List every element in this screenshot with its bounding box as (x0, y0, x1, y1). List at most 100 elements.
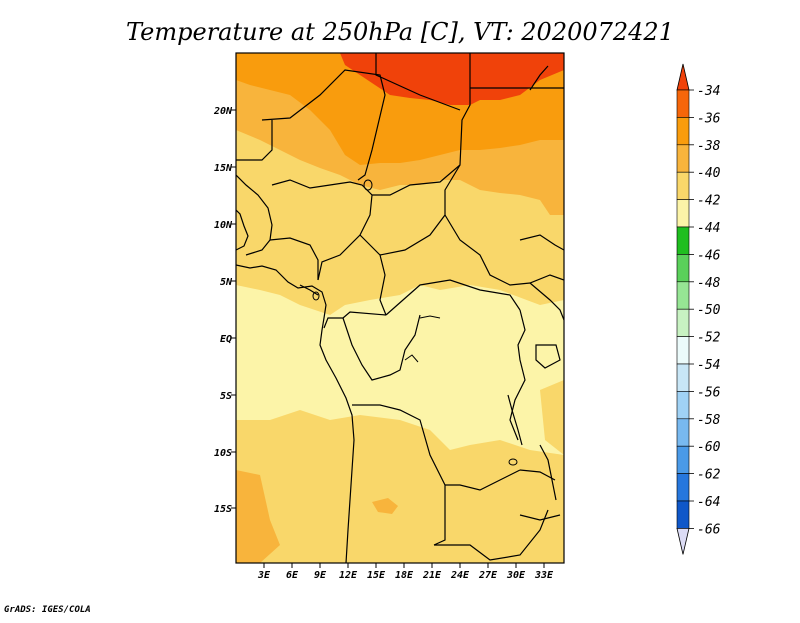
island-bioko (312, 291, 320, 301)
map-title: Temperature at 250hPa [C], VT: 202007242… (126, 18, 674, 46)
lake-chad (363, 179, 373, 191)
lake-malawi (539, 444, 557, 501)
lat-axis: 20N 15N 10N 5N EQ 5S 10S 15S (213, 106, 236, 515)
colorbar-label: -36 (697, 111, 721, 126)
colorbar-segment (676, 226, 690, 255)
lon-label: 15E (367, 570, 386, 581)
colorbar-segment (676, 308, 690, 337)
border-niger (261, 69, 386, 181)
temperature-field (236, 53, 564, 563)
lon-label: 24E (450, 570, 470, 581)
lon-label: 6E (286, 570, 299, 581)
coastline-west (236, 264, 355, 563)
lon-label: 9E (314, 570, 327, 581)
colorbar-label: -52 (697, 331, 721, 346)
border-namibia-botswana (434, 509, 549, 561)
border-cameroon (359, 234, 387, 316)
border-great-lakes (509, 309, 526, 441)
lon-axis: 3E 6E 9E 12E 15E 18E 21E 24E 27E 30E 33E (257, 563, 554, 581)
lon-label: 3E (257, 570, 271, 581)
border-mali (236, 120, 273, 161)
coastline-red-sea (529, 65, 549, 91)
colorbar: -34 -36 -38 -40 -42 -44 -46 -48 -50 -52 -54 -56 -58 -… (676, 63, 721, 555)
band-38-40-sw (236, 470, 280, 563)
colorbar-label: -62 (697, 468, 721, 483)
colorbar-label: -60 (697, 440, 721, 455)
map-frame (235, 52, 565, 564)
colorbar-segment (676, 363, 690, 392)
colorbar-segment (676, 473, 690, 502)
colorbar-label: -40 (697, 166, 721, 181)
lon-label: 27E (478, 570, 498, 581)
colorbar-label: -46 (697, 248, 721, 263)
colorbar-segment (676, 281, 690, 310)
lat-label: 15N (214, 163, 233, 174)
small-features (312, 179, 518, 466)
coastline-gulf (299, 284, 319, 296)
border-sudan (444, 214, 564, 286)
river-segment (419, 315, 441, 319)
lake-segment (404, 354, 419, 363)
colorbar-label: -56 (697, 385, 721, 400)
lat-label: EQ (220, 334, 232, 345)
border-west-africa (236, 174, 273, 256)
colorbar-segment (676, 144, 690, 173)
warm-spot-south (372, 498, 398, 514)
colorbar-label: -64 (697, 495, 720, 510)
colorbar-label: -44 (697, 221, 720, 236)
colorbar-label: -66 (697, 522, 721, 537)
grads-credit: GrADS: IGES/COLA (4, 605, 91, 615)
lat-label: 10N (214, 220, 233, 231)
border-angola-drc (352, 404, 446, 546)
colorbar-top-arrow (676, 63, 690, 91)
colorbar-segment (676, 336, 690, 365)
border-car-south (385, 279, 521, 316)
colorbar-segment (676, 89, 690, 118)
band-40-42-south (236, 410, 564, 563)
coastline-nw (236, 209, 249, 251)
lon-label: 33E (534, 570, 554, 581)
colorbar-label: -42 (697, 194, 721, 209)
lake-small (508, 458, 518, 466)
colorbar-label: -48 (697, 276, 721, 291)
colorbar-segment (676, 391, 690, 420)
colorbar-label: -50 (697, 303, 721, 318)
lon-label: 12E (339, 570, 358, 581)
lat-label: 5N (220, 277, 233, 288)
lat-label: 5S (220, 391, 232, 402)
colorbar-segment (676, 117, 690, 146)
colorbar-segment (676, 418, 690, 447)
colorbar-segment (676, 254, 690, 283)
colorbar-label: -34 (697, 84, 720, 99)
border-zambia (445, 469, 521, 491)
lat-label: 20N (213, 106, 233, 117)
border-uganda (529, 282, 564, 321)
lat-label: 15S (214, 504, 232, 515)
border-libya-niger (375, 53, 461, 111)
colorbar-label: -58 (697, 413, 721, 428)
colorbar-label: -54 (697, 358, 720, 373)
lon-label: 21E (422, 570, 442, 581)
lat-label: 10S (214, 448, 232, 459)
lake-kariba (519, 514, 561, 521)
colorbar-bottom-arrow (676, 528, 690, 555)
colorbar-segment (676, 171, 690, 200)
band-34-36 (340, 53, 564, 105)
lon-label: 30E (506, 570, 526, 581)
colorbar-segment (676, 199, 690, 228)
lake-victoria (535, 344, 561, 369)
border-mozambique (519, 469, 556, 481)
colorbar-segment (676, 500, 690, 529)
border-nigeria-south (269, 237, 319, 280)
colorbar-segment (676, 445, 690, 474)
border-chad (372, 53, 471, 196)
border-congo (342, 314, 421, 381)
lake-tanganyika (507, 394, 523, 446)
band-40-42-east (540, 380, 564, 455)
border-car-chad (379, 164, 461, 256)
colorbar-label: -38 (697, 139, 721, 154)
border-ethiopia (519, 234, 564, 251)
lon-label: 18E (395, 570, 414, 581)
